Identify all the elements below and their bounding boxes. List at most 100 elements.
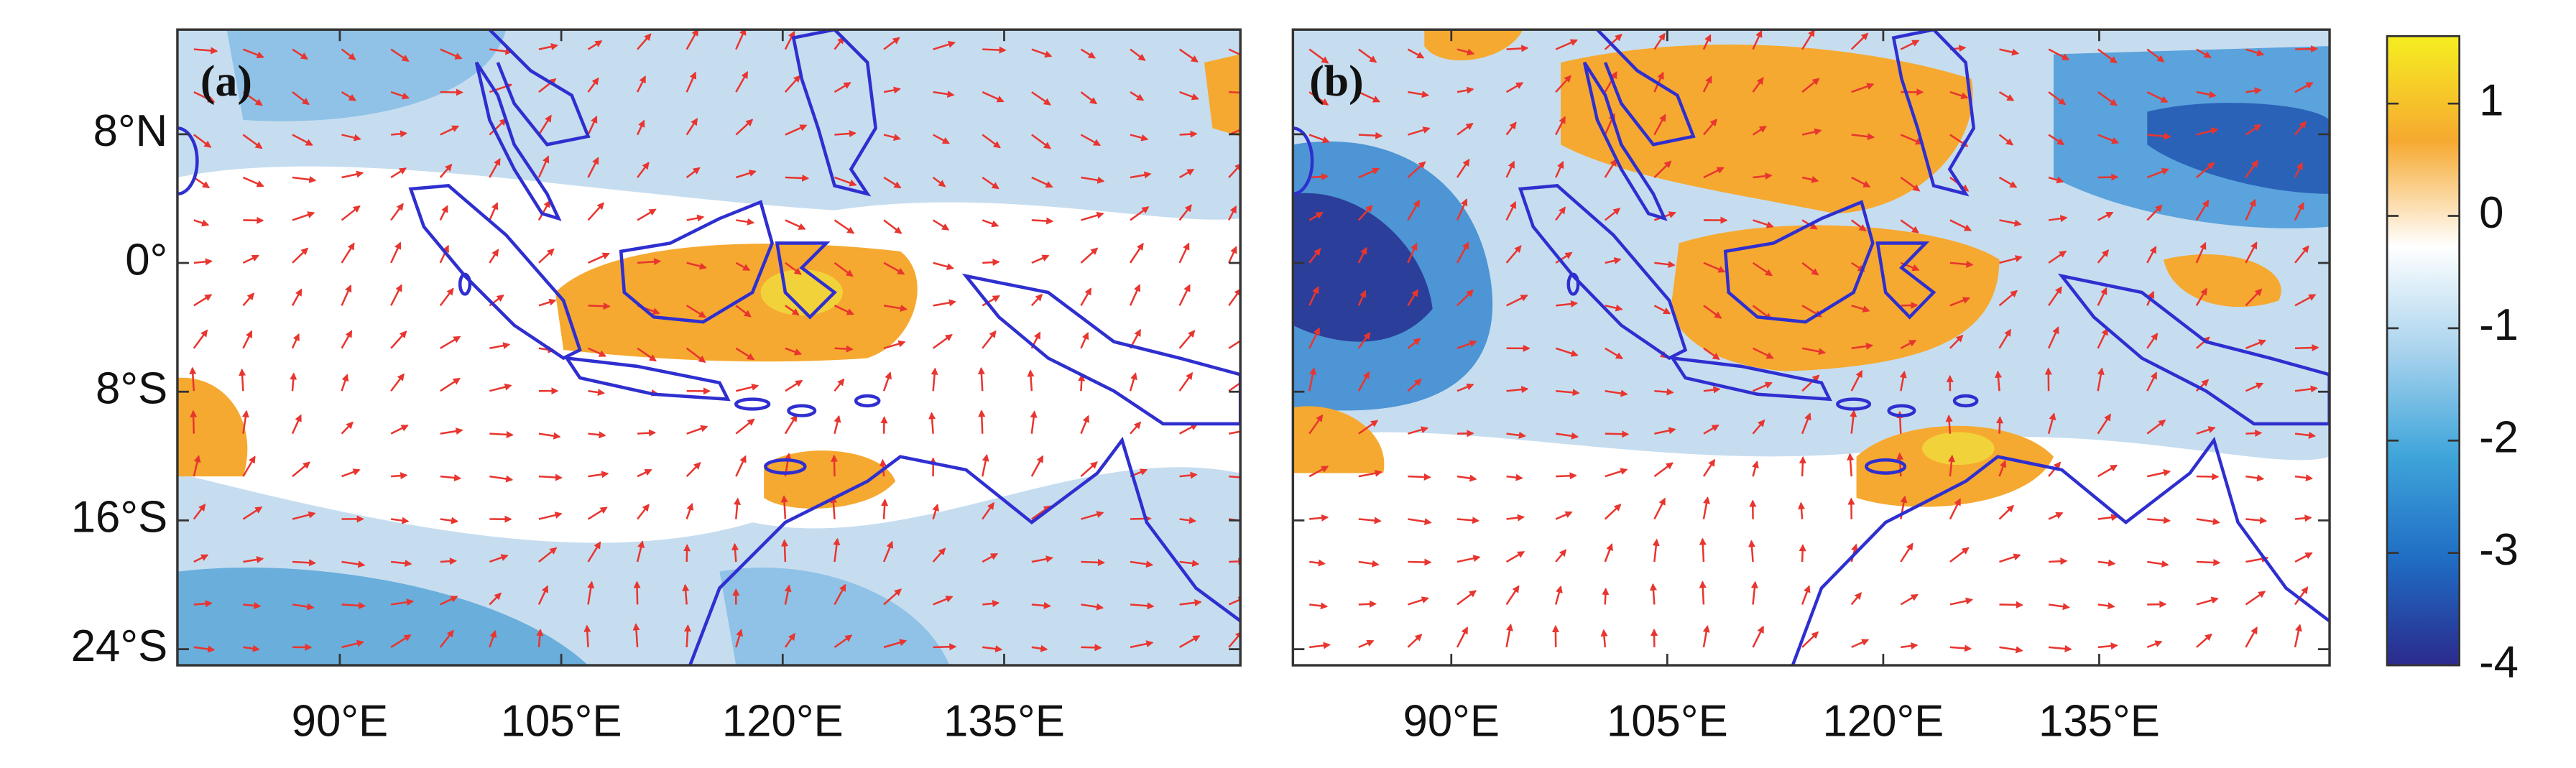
- wind-arrow: [636, 75, 647, 93]
- wind-arrow: [439, 629, 454, 648]
- x-tick-label: 120°E: [1822, 697, 1944, 746]
- wind-arrow: [341, 421, 354, 435]
- wind-arrow: [1999, 255, 2023, 264]
- wind-arrow: [538, 547, 558, 563]
- wind-arrow: [1702, 119, 1717, 136]
- wind-arrow: [685, 118, 698, 136]
- wind-arrow: [1080, 332, 1089, 349]
- wind-arrow: [1129, 284, 1141, 306]
- wind-arrow: [489, 249, 499, 264]
- wind-arrow: [2245, 517, 2268, 524]
- wind-arrow: [1702, 458, 1716, 477]
- wind-arrow: [190, 410, 198, 434]
- wind-arrow: [785, 219, 806, 230]
- wind-arrow: [292, 211, 315, 221]
- wind-arrow: [1080, 48, 1097, 59]
- wind-arrow: [1080, 247, 1099, 264]
- panel-a: [177, 29, 1241, 665]
- wind-arrow: [2294, 385, 2318, 393]
- wind-arrow: [834, 345, 854, 353]
- wind-arrow: [1998, 328, 2012, 349]
- wind-arrow: [341, 639, 364, 649]
- wind-arrow: [2097, 602, 2115, 610]
- wind-arrow: [882, 540, 893, 563]
- wind-arrow: [489, 430, 514, 438]
- wind-arrow: [735, 347, 755, 361]
- wind-arrow: [735, 262, 751, 272]
- wind-arrow: [1358, 48, 1377, 63]
- wind-arrow: [1081, 211, 1104, 221]
- wind-arrow: [932, 219, 950, 231]
- wind-arrow: [290, 372, 297, 392]
- wind-arrow: [2245, 241, 2258, 264]
- wind-arrow: [683, 544, 691, 563]
- wind-arrow: [2146, 48, 2165, 63]
- panel-label: (a): [200, 57, 252, 106]
- wind-arrow: [1178, 284, 1191, 306]
- wind-arrow: [982, 176, 1000, 190]
- wind-arrow: [1228, 339, 1241, 349]
- shading: [1922, 432, 1995, 466]
- wind-arrow: [1506, 431, 1526, 439]
- wind-arrow: [1748, 540, 1756, 563]
- wind-arrow: [1995, 370, 2003, 392]
- wind-arrow: [193, 219, 210, 227]
- wind-arrow: [632, 623, 640, 647]
- wind-arrow: [440, 427, 463, 435]
- wind-arrow: [2146, 168, 2169, 179]
- wind-arrow: [883, 219, 902, 234]
- wind-arrow: [1798, 501, 1806, 519]
- wind-arrow: [1357, 290, 1367, 306]
- wind-arrow: [2196, 48, 2212, 59]
- wind-arrow: [1031, 48, 1053, 58]
- wind-arrow: [2097, 464, 2118, 478]
- wind-arrow: [341, 205, 361, 221]
- wind-arrow: [1506, 295, 1528, 307]
- wind-arrow: [2245, 339, 2266, 349]
- wind-arrow: [1229, 558, 1241, 565]
- wind-arrow: [1228, 288, 1241, 307]
- wind-arrow: [2294, 202, 2304, 221]
- wind-arrow: [1604, 70, 1617, 93]
- wind-arrow: [440, 125, 460, 136]
- wind-arrow: [489, 202, 499, 221]
- wind-arrow: [2196, 91, 2217, 98]
- wind-arrow: [1308, 327, 1321, 349]
- wind-arrow: [193, 176, 211, 189]
- wind-arrow: [1456, 626, 1469, 648]
- wind-arrow: [784, 584, 792, 605]
- wind-arrow: [189, 366, 197, 392]
- wind-arrow: [390, 91, 410, 100]
- shading: [1293, 432, 2330, 666]
- wind-arrow: [2196, 558, 2221, 567]
- wind-arrow: [1752, 77, 1764, 93]
- wind-arrow: [1850, 32, 1869, 50]
- wind-arrow: [982, 91, 1005, 103]
- wind-arrow: [243, 601, 262, 609]
- wind-arrow: [1308, 248, 1321, 264]
- wind-arrow: [1407, 48, 1425, 59]
- wind-arrow: [829, 495, 837, 519]
- wind-arrow: [2196, 633, 2212, 648]
- wind-arrow: [391, 472, 408, 480]
- panel-label: (b): [1309, 57, 1363, 106]
- wind-arrow: [1506, 386, 1529, 394]
- wind-arrow: [1555, 116, 1566, 136]
- wind-arrow: [1456, 289, 1474, 307]
- wind-arrow: [2196, 127, 2219, 136]
- wind-arrow: [1357, 205, 1373, 221]
- wind-arrow: [2196, 596, 2219, 606]
- wind-arrow: [2048, 644, 2072, 652]
- wind-arrow: [2245, 198, 2256, 221]
- wind-arrow: [1850, 592, 1862, 606]
- wind-arrow: [1949, 547, 1970, 563]
- wind-arrow: [1998, 460, 2007, 477]
- wind-arrow: [2294, 586, 2309, 606]
- wind-arrow: [1850, 219, 1867, 232]
- wind-arrow: [883, 134, 901, 142]
- wind-arrow: [538, 512, 563, 520]
- wind-arrow: [440, 517, 459, 524]
- wind-arrow: [735, 383, 760, 392]
- wind-arrow: [538, 78, 557, 93]
- wind-arrow: [193, 258, 213, 266]
